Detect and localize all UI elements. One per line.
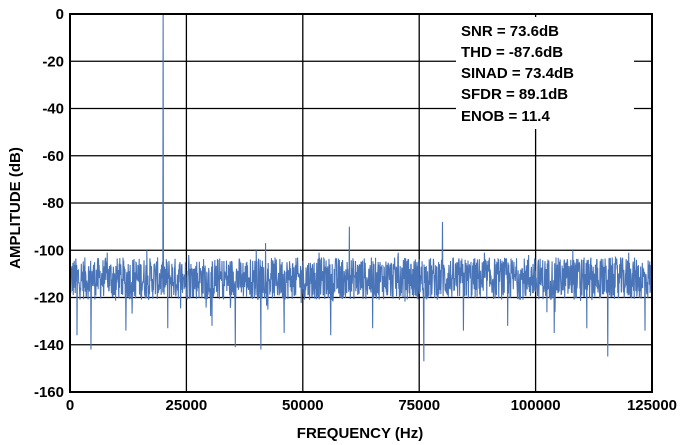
- x-tick-label: 75000: [398, 397, 440, 414]
- y-tick-label: -20: [42, 53, 64, 70]
- x-tick-labels: 0 25000 50000 75000 100000 125000: [66, 397, 677, 414]
- annotation-sinad: SINAD = 73.4dB: [461, 65, 574, 82]
- annotation-thd: THD = -87.6dB: [461, 44, 563, 61]
- y-tick-label: -40: [42, 101, 64, 118]
- y-tick-label: -160: [34, 384, 64, 401]
- annotation-sfdr: SFDR = 89.1dB: [461, 86, 568, 103]
- y-tick-label: -60: [42, 148, 64, 165]
- y-tick-label: -100: [34, 242, 64, 259]
- x-tick-label: 125000: [627, 397, 677, 414]
- y-tick-label: -80: [42, 195, 64, 212]
- x-tick-label: 50000: [282, 397, 324, 414]
- y-tick-label: -140: [34, 337, 64, 354]
- y-tick-label: 0: [56, 6, 64, 23]
- x-tick-label: 100000: [511, 397, 561, 414]
- y-tick-label: -120: [34, 290, 64, 307]
- annotation-enob: ENOB = 11.4: [461, 108, 550, 125]
- x-tick-label: 0: [66, 397, 74, 414]
- annotation-snr: SNR = 73.6dB: [461, 23, 559, 40]
- y-axis-title: AMPLITUDE (dB): [7, 147, 24, 269]
- x-tick-label: 25000: [166, 397, 208, 414]
- x-axis-title: FREQUENCY (Hz): [297, 425, 423, 442]
- y-tick-labels: 0 -20 -40 -60 -80 -100 -120 -140 -160: [34, 6, 64, 401]
